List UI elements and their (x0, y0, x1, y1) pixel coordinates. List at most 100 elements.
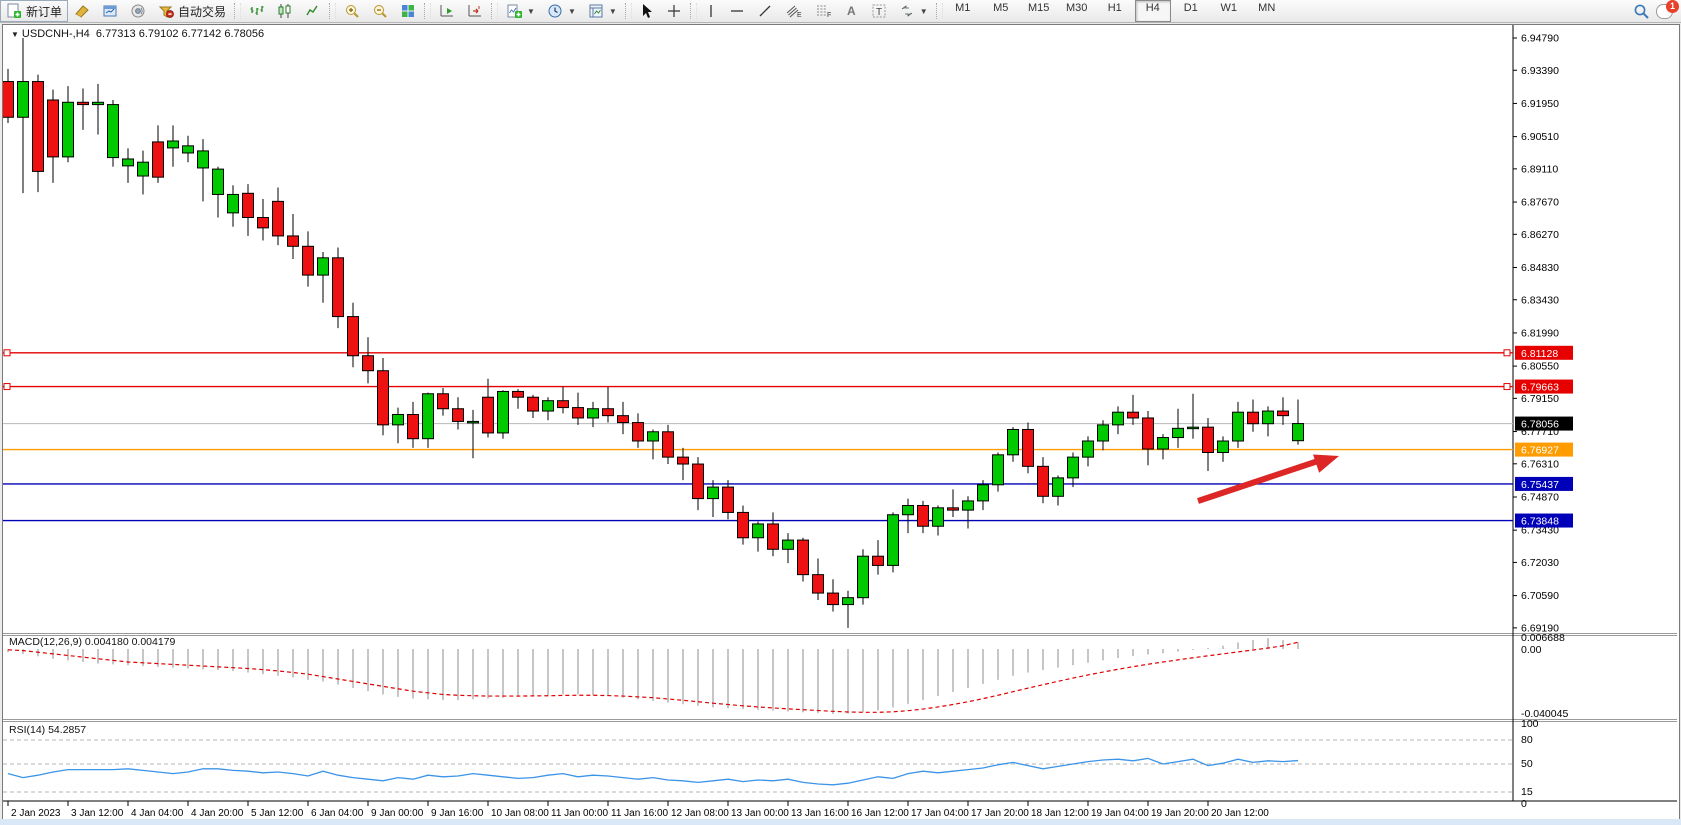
timeframe-button-h4[interactable]: H4 (1134, 0, 1171, 22)
candle[interactable] (917, 500, 929, 534)
candle[interactable] (302, 231, 314, 287)
candle[interactable] (1037, 457, 1049, 504)
candle[interactable] (692, 457, 704, 511)
candle[interactable] (32, 74, 44, 193)
line-anchor-marker[interactable] (1503, 383, 1511, 391)
candle[interactable] (707, 480, 719, 518)
candle[interactable] (572, 392, 584, 425)
candle[interactable] (1247, 399, 1259, 432)
candle[interactable] (62, 86, 74, 163)
candle[interactable] (677, 447, 689, 481)
candle[interactable] (272, 187, 284, 246)
candle[interactable] (167, 125, 179, 167)
candle[interactable] (557, 386, 569, 414)
candle[interactable] (1217, 436, 1229, 462)
candle[interactable] (587, 401, 599, 428)
chevron-down-icon[interactable]: ▼ (11, 30, 19, 39)
candle[interactable] (1262, 406, 1274, 437)
line-chart-button[interactable] (299, 0, 327, 22)
candle[interactable] (737, 505, 749, 545)
candle[interactable] (1142, 411, 1154, 466)
candle[interactable] (377, 358, 389, 436)
cursor-button[interactable] (634, 0, 660, 22)
trend-arrow-line[interactable] (1197, 455, 1328, 504)
line-anchor-marker[interactable] (1503, 349, 1511, 357)
arrows-tool[interactable]: ▼ (893, 0, 934, 22)
timeframe-button-m30[interactable]: M30 (1066, 2, 1088, 14)
timeframe-button-mn[interactable]: MN (1258, 2, 1276, 14)
notifications-button[interactable]: 1 (1656, 0, 1679, 19)
chart-canvas[interactable]: 6.94790 6.93390 6.91950 6.90510 6.89110 6.876… (3, 25, 1677, 817)
candle[interactable] (542, 397, 554, 421)
timeframe-button-w1[interactable]: W1 (1220, 2, 1237, 14)
candle[interactable] (497, 390, 509, 439)
candle[interactable] (932, 505, 944, 536)
candle[interactable] (92, 83, 104, 135)
candle[interactable] (887, 512, 899, 573)
candle[interactable] (872, 540, 884, 575)
candle[interactable] (482, 378, 494, 438)
candle[interactable] (257, 199, 269, 241)
candle[interactable] (467, 409, 479, 459)
candle[interactable] (752, 521, 764, 552)
candle[interactable] (1292, 399, 1304, 445)
candle[interactable] (212, 166, 224, 218)
candle[interactable] (122, 148, 134, 183)
trendline-tool[interactable] (751, 0, 779, 22)
candle[interactable] (827, 579, 839, 612)
candle[interactable] (1172, 408, 1184, 448)
vertical-line-tool[interactable] (699, 0, 723, 22)
candle[interactable] (362, 337, 374, 384)
text-tool[interactable]: A (839, 0, 865, 22)
candle[interactable] (1112, 406, 1124, 435)
candle[interactable] (812, 558, 824, 600)
periods-button[interactable]: ▼ (541, 0, 582, 22)
candle[interactable] (1187, 393, 1199, 439)
horizontal-line-tool[interactable] (723, 0, 751, 22)
candle[interactable] (947, 489, 959, 518)
candle[interactable] (422, 392, 434, 448)
candle[interactable] (317, 252, 329, 303)
sound-button[interactable] (124, 0, 152, 22)
candle[interactable] (3, 68, 14, 124)
timeframe-button-h1[interactable]: H1 (1107, 2, 1122, 14)
candle[interactable] (107, 99, 119, 167)
timeframe-button-m1[interactable]: M1 (955, 2, 971, 14)
candle[interactable] (962, 496, 974, 529)
label-tool[interactable]: T (865, 0, 893, 22)
candle[interactable] (332, 247, 344, 329)
tile-windows-button[interactable] (394, 0, 422, 22)
candle[interactable] (992, 452, 1004, 492)
candle[interactable] (602, 386, 614, 423)
timeframe-button-m5[interactable]: M5 (993, 2, 1009, 14)
candlestick-chart-button[interactable] (271, 0, 299, 22)
timeframe-button-m15[interactable]: M15 (1028, 2, 1050, 14)
search-icon[interactable] (1633, 3, 1650, 20)
candle[interactable] (1052, 475, 1064, 506)
market-watch-button[interactable] (96, 0, 124, 22)
candle[interactable] (1157, 434, 1169, 460)
candle[interactable] (437, 388, 449, 416)
candle[interactable] (1232, 401, 1244, 448)
templates-button[interactable]: ▼ (582, 0, 623, 22)
candle[interactable] (512, 389, 524, 409)
candle[interactable] (782, 533, 794, 564)
new-order-button[interactable]: 新订单 (0, 0, 69, 22)
crosshair-button[interactable] (660, 0, 688, 22)
bar-chart-button[interactable] (243, 0, 271, 22)
line-anchor-marker[interactable] (3, 349, 11, 357)
candle[interactable] (797, 537, 809, 582)
candle[interactable] (1277, 397, 1289, 425)
candle[interactable] (1007, 427, 1019, 462)
channel-tool[interactable]: E (779, 0, 809, 22)
candle[interactable] (347, 302, 359, 368)
candle[interactable] (287, 214, 299, 259)
zoom-in-button[interactable] (338, 0, 366, 22)
candle[interactable] (527, 394, 539, 418)
candle[interactable] (1127, 394, 1139, 425)
timeframe-button-d1[interactable]: D1 (1183, 2, 1198, 14)
candle[interactable] (227, 185, 239, 227)
candle[interactable] (857, 549, 869, 605)
candle[interactable] (197, 139, 209, 202)
candle[interactable] (632, 413, 644, 448)
